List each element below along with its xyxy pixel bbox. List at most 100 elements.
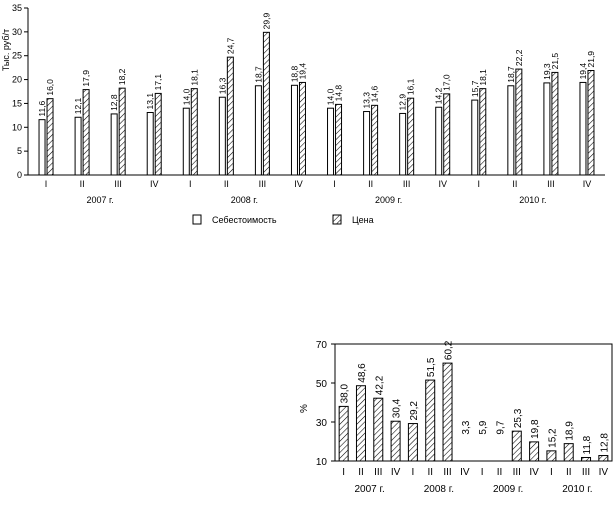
- y-tick-label: 25: [12, 51, 22, 61]
- legend-cost-label: Себестоимость: [212, 215, 277, 225]
- cost-bar: [471, 99, 479, 176]
- y-tick-label: 30: [12, 27, 22, 37]
- year-label: 2007 г.: [355, 484, 385, 495]
- cost-bar: [146, 111, 154, 176]
- value-label: 18,1: [189, 69, 199, 86]
- quarter-label: I: [342, 467, 345, 478]
- margin-bar: [529, 441, 540, 462]
- value-label: 38,0: [340, 383, 351, 403]
- quarter-label: IV: [529, 467, 539, 478]
- quarter-label: III: [259, 179, 267, 189]
- plot-frame: [334, 343, 613, 462]
- y-axis-label: Тыс. руб/т: [1, 29, 11, 71]
- quarter-label: III: [114, 179, 122, 189]
- value-label: 19,8: [530, 419, 541, 439]
- cost-bar: [218, 96, 226, 176]
- value-label: 19,3: [542, 63, 552, 80]
- quarter-label: II: [497, 467, 503, 478]
- value-label: 18,7: [253, 66, 263, 83]
- cost-price-chart: 0 5 10 15 20 25 30 35 Тыс. руб/т 11,6 16,0 I 12,1 17,…: [1, 3, 605, 225]
- value-label: 60,2: [444, 340, 455, 360]
- cost-bar: [363, 111, 371, 176]
- cost-bar: [327, 107, 335, 176]
- margin-bar: [563, 443, 574, 462]
- margin-bar: [546, 450, 557, 462]
- value-label: 48,6: [357, 363, 368, 383]
- year-label: 2008 г.: [231, 195, 258, 205]
- y-tick-label: 35: [12, 3, 22, 13]
- price-bar: [551, 71, 559, 176]
- legend-price-swatch: [332, 214, 342, 225]
- value-label: 51,5: [426, 357, 437, 377]
- margin-bar: [407, 423, 418, 462]
- year-label: 2009 г.: [375, 195, 402, 205]
- quarter-label: III: [443, 467, 451, 478]
- value-label: 16,0: [45, 79, 55, 96]
- y-tick-label: 15: [12, 98, 22, 108]
- price-bar: [587, 70, 595, 176]
- quarter-label: III: [582, 467, 590, 478]
- value-label: 18,2: [117, 68, 127, 85]
- value-label: 14,8: [334, 85, 344, 102]
- y-tick-label: 5: [17, 146, 22, 156]
- cost-bar: [579, 81, 587, 176]
- cost-bar: [182, 107, 190, 176]
- year-label: 2010 г.: [519, 195, 546, 205]
- price-bar: [46, 98, 54, 176]
- value-label: 29,2: [409, 401, 420, 421]
- y-tick-label: 0: [17, 170, 22, 180]
- value-label: 17,9: [81, 70, 91, 87]
- value-label: 13,1: [145, 93, 155, 110]
- quarter-label: II: [80, 179, 85, 189]
- year-label: 2007 г.: [87, 195, 114, 205]
- quarter-label: II: [358, 467, 364, 478]
- price-bar: [371, 104, 379, 176]
- price-bar: [154, 92, 162, 176]
- value-label: 12,9: [398, 94, 408, 111]
- y-axis-label: %: [299, 404, 310, 413]
- cost-bar: [399, 112, 407, 176]
- cost-bar: [290, 84, 298, 176]
- quarter-label: I: [412, 467, 415, 478]
- price-bar: [335, 103, 343, 176]
- value-label: 17,1: [153, 74, 163, 91]
- quarter-label: I: [333, 179, 336, 189]
- value-label: 12,8: [109, 94, 119, 111]
- margin-bar: [581, 456, 592, 462]
- cost-bar: [74, 116, 82, 176]
- value-label: 15,7: [470, 80, 480, 97]
- year-label: 2010 г.: [562, 484, 592, 495]
- quarter-label: IV: [391, 467, 401, 478]
- year-label: 2009 г.: [493, 484, 523, 495]
- margin-bar: [373, 397, 384, 462]
- value-label: 5,9: [478, 420, 489, 434]
- quarter-label: II: [368, 179, 373, 189]
- value-label: 9,7: [495, 420, 506, 434]
- quarter-label: III: [403, 179, 411, 189]
- price-bar: [515, 68, 523, 176]
- legend-cost-swatch: [192, 214, 202, 225]
- price-bar: [479, 88, 487, 176]
- value-label: 18,7: [506, 66, 516, 83]
- value-label: 19,4: [578, 63, 588, 80]
- value-label: 22,2: [514, 49, 524, 66]
- y-tick-label: 20: [12, 75, 22, 85]
- y-tick-label: 70: [316, 340, 328, 351]
- value-label: 24,7: [225, 37, 235, 54]
- price-bar: [407, 97, 415, 176]
- cost-bar: [507, 85, 515, 176]
- value-label: 13,3: [362, 92, 372, 109]
- value-label: 30,4: [392, 398, 403, 418]
- value-label: 17,0: [442, 74, 452, 91]
- value-label: 21,9: [586, 51, 596, 68]
- cost-bar: [435, 106, 443, 176]
- margin-percent-chart: 10305070%38,0I48,6II42,2III30,4IV29,2I51…: [299, 340, 613, 495]
- quarter-label: IV: [583, 179, 592, 189]
- value-label: 25,3: [513, 408, 524, 428]
- quarter-label: I: [550, 467, 553, 478]
- value-label: 21,5: [550, 53, 560, 70]
- price-bar: [82, 89, 90, 176]
- margin-bar: [355, 385, 366, 462]
- value-label: 15,2: [547, 428, 558, 448]
- quarter-label: III: [513, 467, 521, 478]
